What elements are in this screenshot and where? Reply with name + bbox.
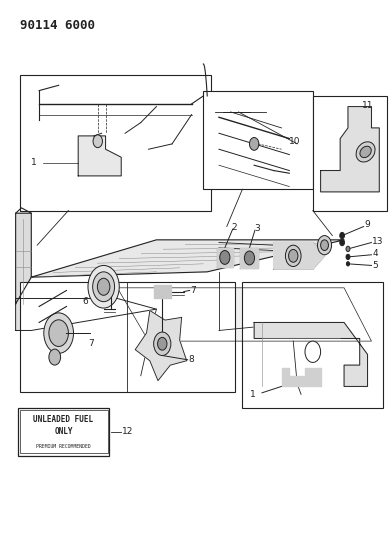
Text: 9: 9 — [364, 221, 370, 229]
Circle shape — [346, 262, 350, 266]
Text: 1: 1 — [250, 390, 256, 399]
Circle shape — [49, 320, 68, 346]
Text: 10: 10 — [289, 137, 301, 146]
Text: ONLY: ONLY — [54, 427, 73, 436]
Polygon shape — [117, 288, 371, 341]
Circle shape — [346, 246, 350, 252]
Circle shape — [88, 265, 119, 308]
Circle shape — [249, 138, 259, 150]
Text: 4: 4 — [372, 249, 378, 258]
Polygon shape — [16, 213, 31, 304]
Text: 2: 2 — [231, 223, 237, 231]
Text: 3: 3 — [254, 224, 260, 232]
Bar — [313, 96, 387, 211]
Circle shape — [93, 135, 102, 148]
Text: 1: 1 — [31, 158, 37, 167]
Circle shape — [49, 349, 61, 365]
Bar — [242, 282, 383, 408]
Text: 12: 12 — [122, 427, 134, 436]
Text: PREMIUM RECOMMENDED: PREMIUM RECOMMENDED — [36, 443, 91, 449]
Circle shape — [154, 332, 171, 356]
Text: UNLEADED FUEL: UNLEADED FUEL — [34, 415, 93, 424]
Bar — [203, 91, 313, 189]
Circle shape — [340, 232, 344, 239]
Circle shape — [158, 337, 167, 350]
Polygon shape — [31, 240, 344, 277]
Polygon shape — [154, 285, 171, 298]
Circle shape — [97, 278, 110, 295]
Circle shape — [321, 240, 328, 251]
Circle shape — [220, 251, 230, 264]
Text: 11: 11 — [362, 101, 373, 110]
Circle shape — [93, 272, 115, 302]
Bar — [18, 408, 109, 456]
Bar — [20, 410, 108, 453]
Text: 7: 7 — [190, 286, 196, 295]
Bar — [20, 75, 211, 211]
Circle shape — [305, 341, 321, 362]
Polygon shape — [135, 311, 187, 381]
Polygon shape — [78, 136, 121, 176]
Circle shape — [340, 239, 344, 246]
Polygon shape — [254, 322, 368, 386]
Polygon shape — [217, 248, 233, 266]
Circle shape — [244, 251, 255, 265]
Text: 90114 6000: 90114 6000 — [20, 19, 95, 31]
Circle shape — [285, 245, 301, 266]
Polygon shape — [274, 243, 325, 269]
Ellipse shape — [360, 146, 371, 158]
Text: 6: 6 — [82, 297, 88, 305]
Circle shape — [317, 236, 332, 255]
Circle shape — [289, 249, 298, 262]
Circle shape — [346, 254, 350, 260]
Bar — [20, 282, 235, 392]
Text: 7: 7 — [88, 340, 94, 348]
Polygon shape — [321, 107, 379, 192]
Text: 8: 8 — [188, 356, 194, 364]
Ellipse shape — [356, 142, 375, 162]
Polygon shape — [16, 298, 156, 330]
Text: 5: 5 — [372, 261, 378, 270]
Polygon shape — [240, 248, 258, 268]
Polygon shape — [282, 368, 321, 386]
Text: 13: 13 — [372, 238, 384, 246]
Circle shape — [44, 313, 74, 353]
